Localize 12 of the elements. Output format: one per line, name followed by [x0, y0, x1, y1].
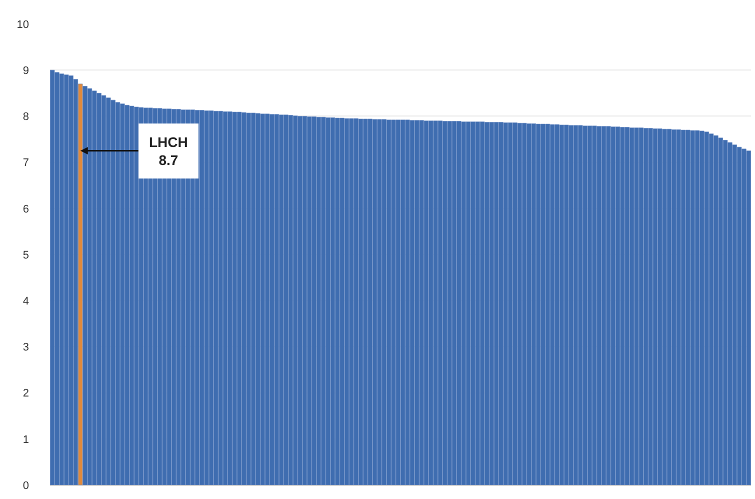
y-tick-label: 7 [22, 157, 29, 170]
y-tick-label: 6 [22, 203, 29, 216]
y-tick-label: 9 [22, 64, 29, 77]
y-tick-label: 8 [22, 111, 29, 124]
y-tick-label: 3 [22, 342, 29, 354]
y-tick-label: 2 [22, 388, 29, 400]
y-tick-label: 1 [22, 434, 29, 446]
y-tick-label: 10 [16, 18, 29, 31]
y-tick-label: 0 [22, 480, 29, 492]
annotation: LHCH 8.7 [149, 134, 188, 168]
y-tick-label: 4 [22, 295, 29, 308]
y-tick-label: 5 [22, 249, 29, 262]
